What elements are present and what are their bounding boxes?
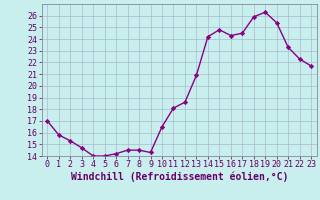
X-axis label: Windchill (Refroidissement éolien,°C): Windchill (Refroidissement éolien,°C) — [70, 172, 288, 182]
